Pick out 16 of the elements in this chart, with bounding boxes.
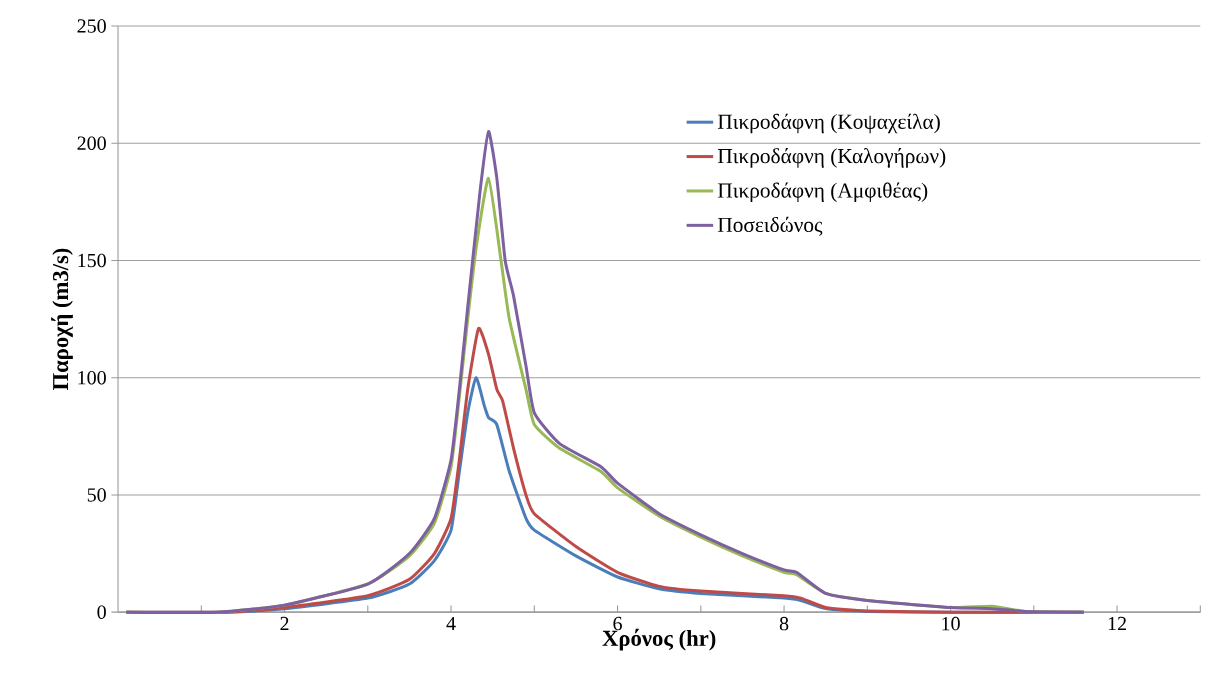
y-tick-label: 0	[97, 605, 106, 619]
legend-label: Ποσειδώνος	[717, 216, 823, 236]
x-tick-label: 4	[446, 616, 456, 630]
y-tick-label: 200	[77, 136, 106, 150]
x-tick-label: 10	[942, 616, 960, 631]
legend-label: Πικροδάφνη (Αμφιθέας)	[717, 182, 928, 202]
y-tick-label: 50	[87, 488, 106, 502]
y-tick-label: 100	[78, 370, 106, 385]
y-tick-label: 250	[77, 19, 106, 33]
x-tick-label: 12	[1108, 616, 1126, 631]
legend-label: Πικροδάφνη (Κοψαχείλα)	[717, 113, 940, 134]
x-tick-label: 8	[779, 616, 789, 631]
y-axis-title: Παροχή (m3/s)	[51, 248, 73, 391]
x-tick-label: 2	[280, 616, 289, 631]
legend-label: Πικροδάφνη (Καλογήρων)	[717, 147, 946, 168]
y-tick-label: 150	[78, 253, 106, 268]
